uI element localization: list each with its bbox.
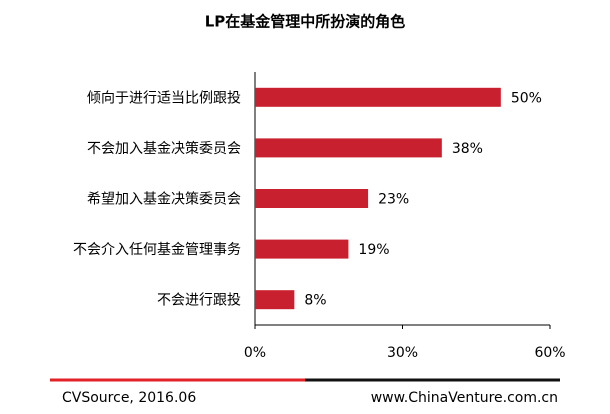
bar [255,138,442,158]
value-label: 50% [511,90,542,106]
bar [255,87,501,107]
value-label: 19% [358,242,389,258]
x-tick-label: 60% [534,345,565,361]
value-label: 38% [452,141,483,157]
website: www.ChinaVenture.com.cn [371,390,558,406]
bar [255,239,349,259]
bar [255,189,369,208]
value-label: 23% [378,192,409,208]
y-tick-label: 不会加入基金决策委员会 [87,140,241,157]
y-tick-label: 不会介入任何基金管理事务 [73,241,241,258]
bar [255,290,295,310]
x-tick-label: 0% [244,345,266,361]
chart-title: LP在基金管理中所扮演的角色 [205,13,406,31]
value-label: 8% [304,293,326,309]
y-tick-label: 倾向于进行适当比例跟投 [87,90,241,106]
y-tick-label: 不会进行跟投 [157,293,241,309]
source: CVSource, 2016.06 [62,390,196,406]
y-tick-label: 希望加入基金决策委员会 [87,191,241,208]
x-tick-label: 30% [387,345,418,361]
